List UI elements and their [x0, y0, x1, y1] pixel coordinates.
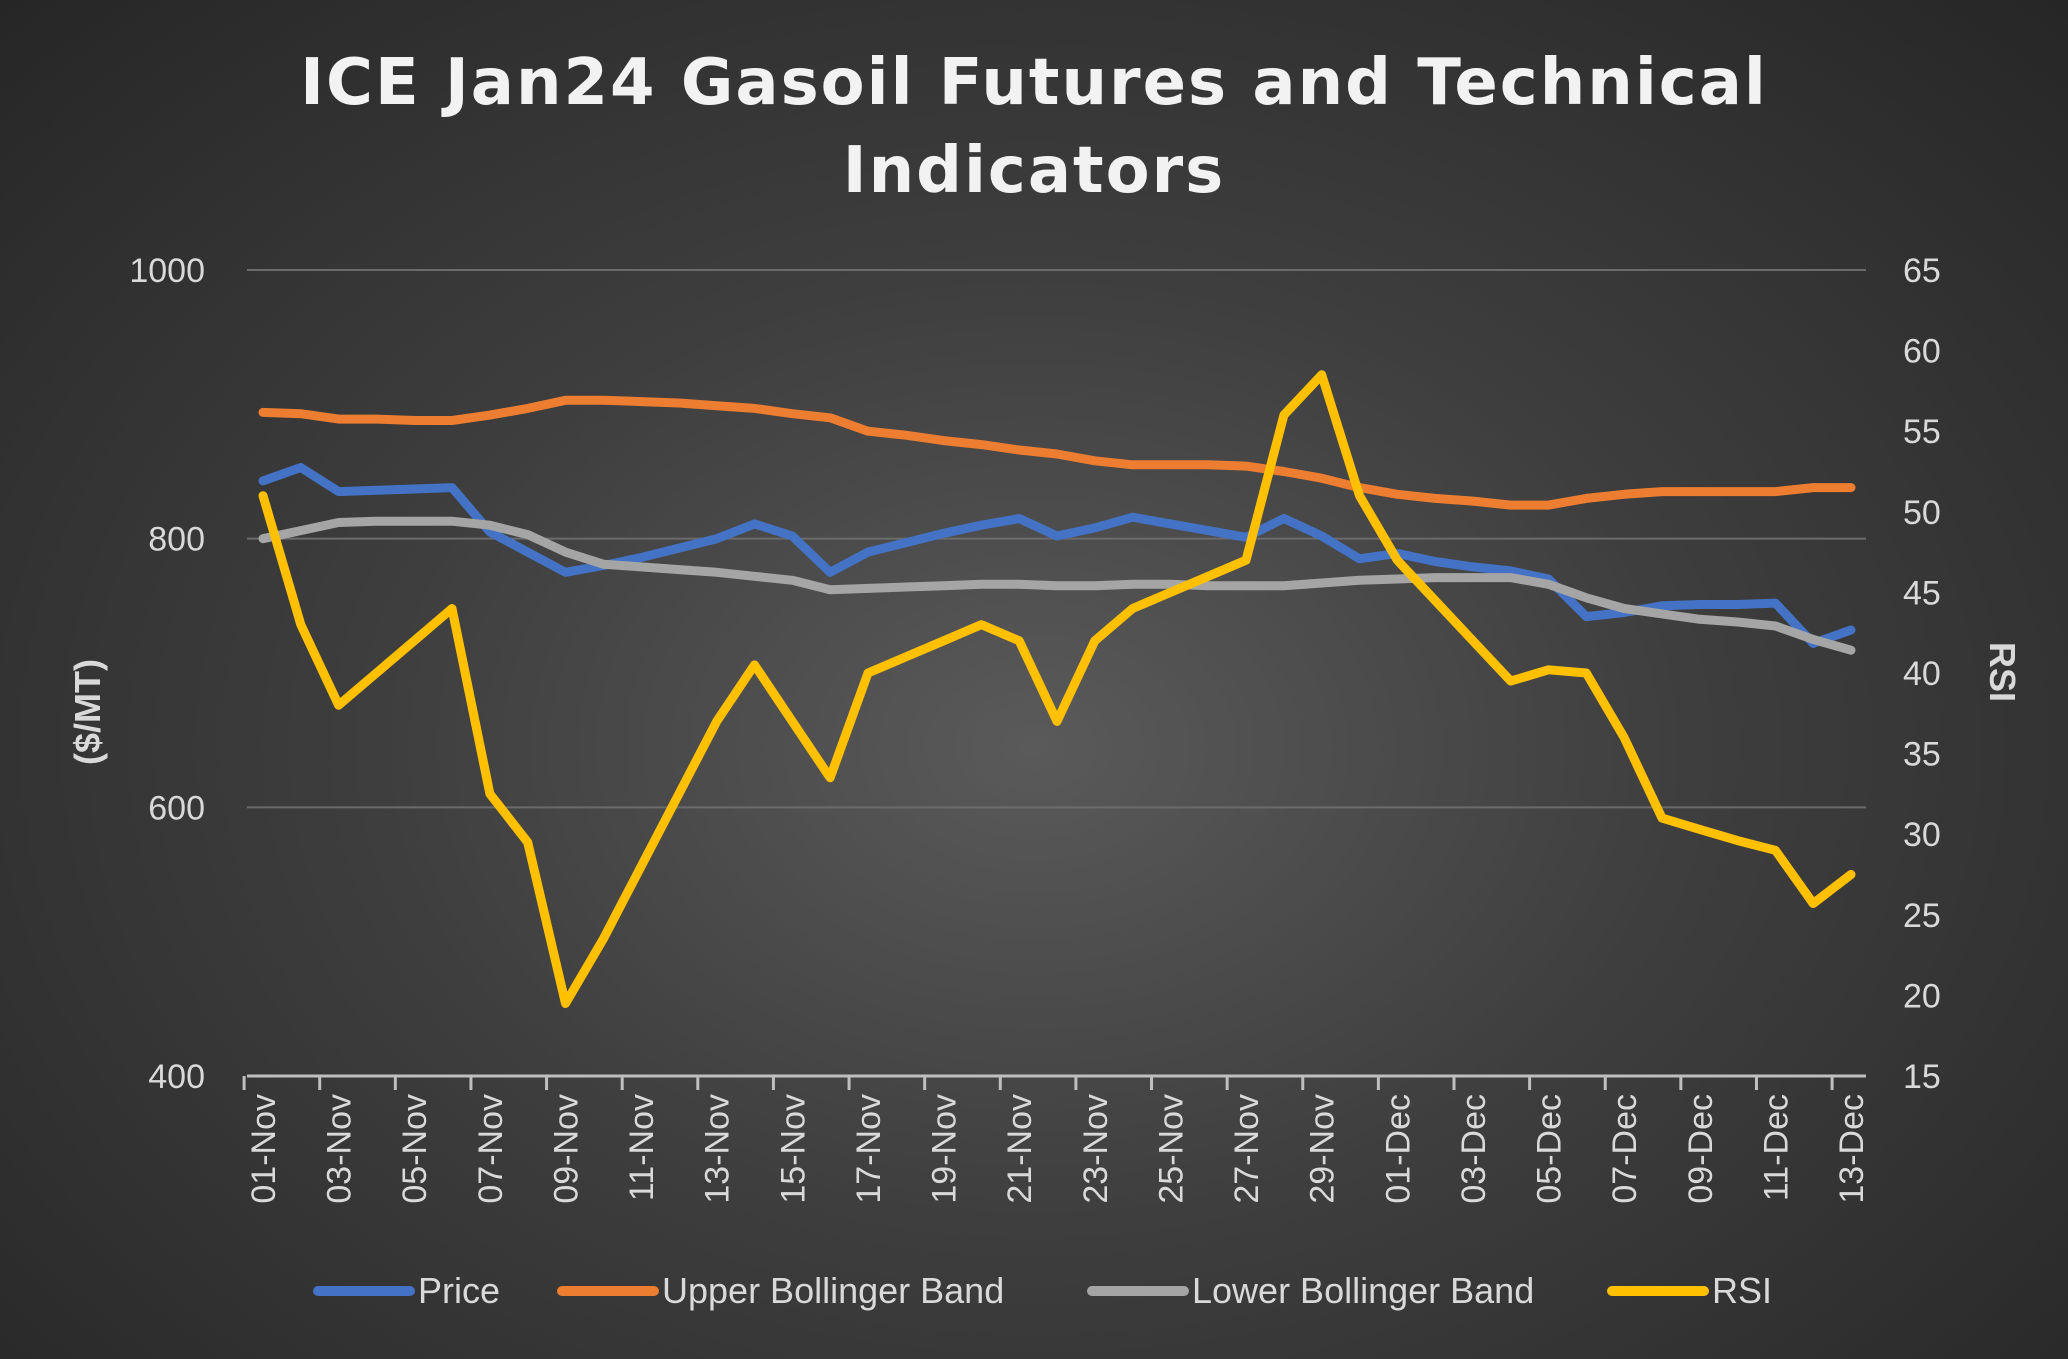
y-tick-label: 800 — [148, 521, 205, 559]
x-tick-label: 11-Nov — [623, 1094, 661, 1201]
y2-tick-label: 30 — [1903, 816, 1941, 854]
x-tick-label: 21-Nov — [1001, 1094, 1039, 1204]
y2-tick-label: 50 — [1903, 494, 1941, 532]
series-line-price — [258, 463, 1856, 648]
legend-label: Upper Bollinger Band — [662, 1270, 1004, 1311]
series-line-upper-bollinger-band — [258, 395, 1856, 510]
y-axis-right-title: RSI — [1982, 642, 2023, 702]
x-tick-label: 13-Nov — [699, 1094, 737, 1204]
x-tick-label: 05-Dec — [1531, 1094, 1569, 1204]
y2-tick-label: 60 — [1903, 333, 1941, 371]
series-line-lower-bollinger-band — [258, 516, 1856, 655]
x-tick-label: 15-Nov — [774, 1094, 812, 1204]
x-axis: 01-Nov 03-Nov 05-Nov 07-Nov 09-Nov 11-Nov 13-N… — [242, 1074, 1871, 1204]
y-tick-label: 1000 — [129, 252, 205, 290]
x-tick-label: 09-Nov — [547, 1094, 585, 1204]
y2-tick-label: 55 — [1903, 413, 1941, 451]
x-tick-label: 13-Dec — [1833, 1094, 1871, 1204]
y2-tick-label: 20 — [1903, 977, 1941, 1015]
chart-title-line-2: Indicators — [843, 134, 1225, 208]
series-lines — [258, 370, 1856, 1008]
x-tick-label: 19-Nov — [926, 1094, 964, 1204]
x-tick-label: 27-Nov — [1228, 1094, 1266, 1204]
x-tick-label: 03-Dec — [1455, 1094, 1493, 1204]
y-tick-label: 400 — [148, 1058, 205, 1096]
y-tick-label: 600 — [148, 789, 205, 827]
y2-tick-label: 25 — [1903, 897, 1941, 935]
y-axis-right-ticks: 15 20 25 30 35 40 45 50 55 60 65 — [1903, 252, 1941, 1096]
x-tick-label: 07-Dec — [1606, 1094, 1644, 1204]
x-tick-label: 25-Nov — [1152, 1094, 1190, 1204]
x-tick-label: 11-Dec — [1757, 1094, 1795, 1201]
y2-tick-label: 15 — [1903, 1058, 1941, 1096]
x-tick-label: 23-Nov — [1077, 1094, 1115, 1204]
x-tick-label: 17-Nov — [850, 1094, 888, 1204]
x-tick-label: 01-Dec — [1379, 1094, 1417, 1204]
legend: Price Upper Bollinger Band Lower Bollinger… — [313, 1270, 1772, 1311]
y2-tick-label: 40 — [1903, 655, 1941, 693]
x-tick-label: 03-Nov — [321, 1094, 359, 1204]
y-axis-left-ticks: 400 600 800 1000 — [129, 252, 205, 1096]
x-tick-label: 29-Nov — [1304, 1094, 1342, 1204]
x-tick-label: 07-Nov — [472, 1094, 510, 1204]
series-line-rsi — [258, 370, 1856, 1008]
chart-title-line-1: ICE Jan24 Gasoil Futures and Technical — [300, 46, 1768, 120]
legend-label: RSI — [1712, 1270, 1772, 1311]
x-tick-label: 05-Nov — [396, 1094, 434, 1204]
y2-tick-label: 65 — [1903, 252, 1941, 290]
legend-label: Price — [418, 1270, 500, 1311]
legend-label: Lower Bollinger Band — [1192, 1270, 1534, 1311]
y-axis-left-title: ($/MT) — [67, 659, 108, 765]
y2-tick-label: 45 — [1903, 574, 1941, 612]
x-tick-label: 01-Nov — [245, 1094, 283, 1204]
y2-tick-label: 35 — [1903, 736, 1941, 774]
x-tick-label: 09-Dec — [1682, 1094, 1720, 1204]
